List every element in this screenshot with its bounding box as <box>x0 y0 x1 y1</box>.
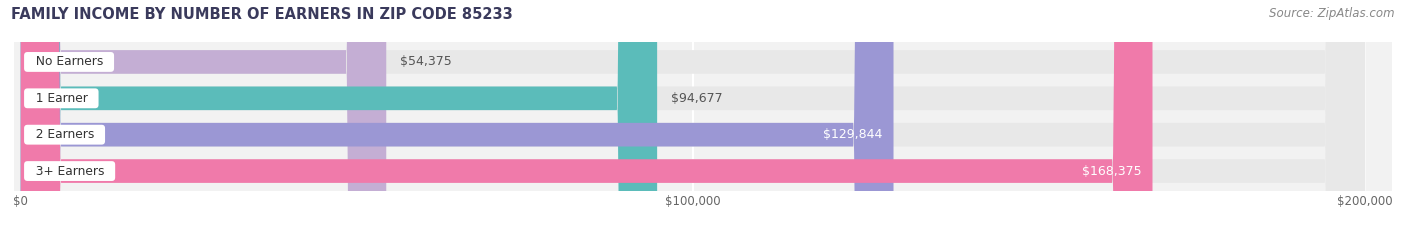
FancyBboxPatch shape <box>21 0 1365 233</box>
Text: FAMILY INCOME BY NUMBER OF EARNERS IN ZIP CODE 85233: FAMILY INCOME BY NUMBER OF EARNERS IN ZI… <box>11 7 513 22</box>
Text: Source: ZipAtlas.com: Source: ZipAtlas.com <box>1270 7 1395 20</box>
Text: 1 Earner: 1 Earner <box>28 92 96 105</box>
FancyBboxPatch shape <box>21 0 387 233</box>
FancyBboxPatch shape <box>21 0 893 233</box>
Text: 3+ Earners: 3+ Earners <box>28 164 111 178</box>
FancyBboxPatch shape <box>21 0 1365 233</box>
FancyBboxPatch shape <box>21 0 657 233</box>
Text: $168,375: $168,375 <box>1083 164 1142 178</box>
Text: $54,375: $54,375 <box>399 55 451 69</box>
Text: No Earners: No Earners <box>28 55 111 69</box>
FancyBboxPatch shape <box>21 0 1365 233</box>
Text: 2 Earners: 2 Earners <box>28 128 101 141</box>
FancyBboxPatch shape <box>21 0 1365 233</box>
Text: $94,677: $94,677 <box>671 92 723 105</box>
Text: $129,844: $129,844 <box>824 128 883 141</box>
FancyBboxPatch shape <box>21 0 1153 233</box>
